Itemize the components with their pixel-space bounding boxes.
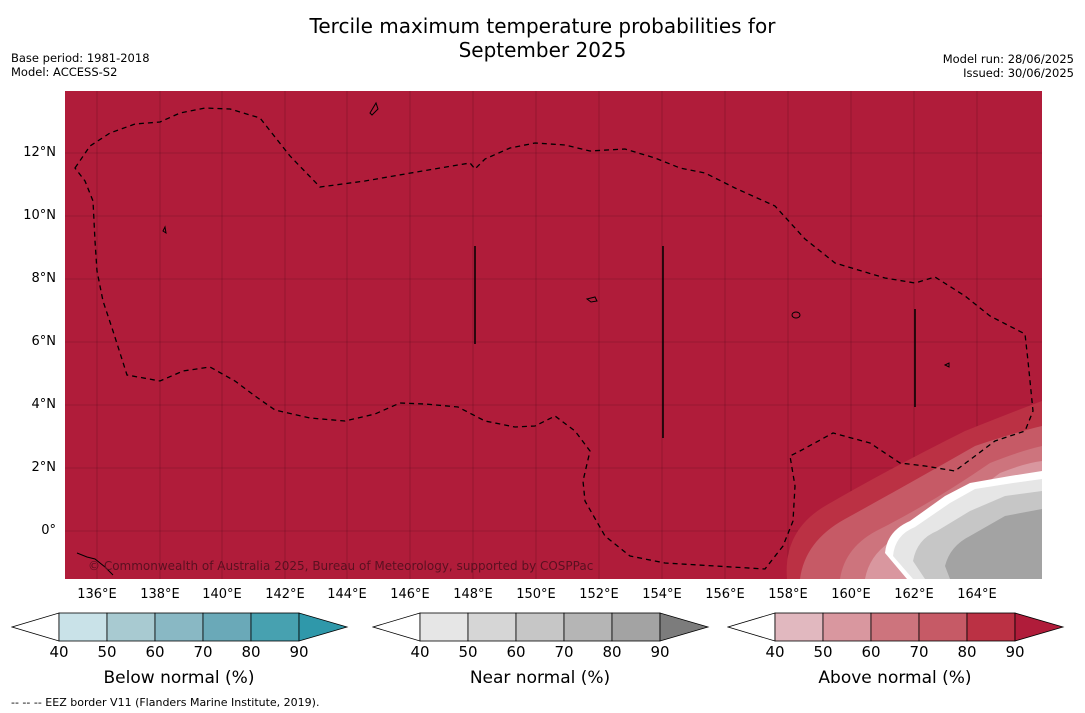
cb2-tick-60: 60 — [506, 643, 526, 661]
colorbar-segment — [154, 612, 204, 642]
map-svg — [65, 91, 1042, 579]
issued-date: Issued: 30/06/2025 — [963, 66, 1074, 80]
cb2-tick-90: 90 — [650, 643, 670, 661]
lon-label-154e: 154°E — [642, 587, 682, 602]
lat-label-10n: 10°N — [23, 208, 56, 223]
lon-label-164e: 164°E — [957, 587, 997, 602]
colorbar-segment — [1014, 612, 1065, 642]
cb2-tick-80: 80 — [602, 643, 622, 661]
cb1-tick-90: 90 — [289, 643, 309, 661]
model-run: Model run: 28/06/2025 — [942, 52, 1074, 66]
lon-label-160e: 160°E — [831, 587, 871, 602]
lon-label-156e: 156°E — [705, 587, 745, 602]
colorbar-segment — [202, 612, 252, 642]
cb3-tick-70: 70 — [909, 643, 929, 661]
lat-label-4n: 4°N — [31, 397, 57, 412]
lon-label-138e: 138°E — [140, 587, 180, 602]
lat-label-8n: 8°N — [31, 271, 57, 286]
lon-label-142e: 142°E — [265, 587, 305, 602]
chart-title: Tercile maximum temperature probabilitie… — [0, 14, 1085, 62]
colorbar-above-normal-svg — [727, 612, 1065, 642]
cb3-tick-90: 90 — [1005, 643, 1025, 661]
cb3-tick-80: 80 — [957, 643, 977, 661]
cb3-tick-50: 50 — [813, 643, 833, 661]
cb1-tick-50: 50 — [97, 643, 117, 661]
lon-label-144e: 144°E — [327, 587, 367, 602]
colorbar-near-normal — [372, 612, 710, 642]
cb1-title: Below normal (%) — [103, 668, 255, 688]
colorbar-above-normal — [727, 612, 1065, 642]
colorbar-segment — [966, 612, 1016, 642]
colorbar-segment — [419, 612, 469, 642]
title-line-1: Tercile maximum temperature probabilitie… — [309, 14, 776, 38]
shaded-region — [786, 401, 1042, 579]
cb3-tick-40: 40 — [765, 643, 785, 661]
colorbar-segment — [563, 612, 613, 642]
title-line-2: September 2025 — [458, 38, 627, 62]
colorbar-segment — [918, 612, 968, 642]
lat-label-6n: 6°N — [31, 334, 57, 349]
eez-footer-note: -- -- -- EEZ border V11 (Flanders Marine… — [11, 696, 320, 709]
meta-left: Base period: 1981-2018 Model: ACCESS-S2 — [11, 51, 150, 79]
islands — [76, 101, 950, 576]
cb2-tick-70: 70 — [554, 643, 574, 661]
eez-border — [74, 107, 1034, 570]
colorbar-segment — [727, 612, 776, 642]
colorbar-segment — [822, 612, 872, 642]
model-name: Model: ACCESS-S2 — [11, 65, 118, 79]
colorbar-segment — [659, 612, 710, 642]
lon-label-150e: 150°E — [516, 587, 556, 602]
cb1-tick-70: 70 — [193, 643, 213, 661]
cb2-title: Near normal (%) — [469, 668, 611, 688]
colorbar-segment — [58, 612, 108, 642]
colorbar-near-normal-svg — [372, 612, 710, 642]
colorbar-segment — [611, 612, 661, 642]
lon-label-162e: 162°E — [894, 587, 934, 602]
lon-label-146e: 146°E — [390, 587, 430, 602]
lon-label-148e: 148°E — [453, 587, 493, 602]
graticule — [65, 91, 1042, 579]
cb1-tick-60: 60 — [145, 643, 165, 661]
lat-label-12n: 12°N — [23, 145, 56, 160]
colorbar-segment — [250, 612, 300, 642]
base-period: Base period: 1981-2018 — [11, 51, 150, 65]
lon-label-158e: 158°E — [768, 587, 808, 602]
colorbar-below-normal-svg — [11, 612, 349, 642]
colorbar-segment — [298, 612, 349, 642]
lat-label-2n: 2°N — [31, 460, 57, 475]
colorbar-segment — [515, 612, 565, 642]
colorbar-segment — [106, 612, 156, 642]
probability-map — [65, 91, 1042, 579]
colorbar-segment — [11, 612, 60, 642]
colorbar-segment — [774, 612, 824, 642]
colorbar-segment — [467, 612, 517, 642]
cb2-tick-50: 50 — [458, 643, 478, 661]
lat-label-0: 0° — [41, 523, 56, 538]
lon-label-152e: 152°E — [579, 587, 619, 602]
meta-right: Model run: 28/06/2025 Issued: 30/06/2025 — [943, 52, 1074, 80]
cb2-tick-40: 40 — [410, 643, 430, 661]
cb3-title: Above normal (%) — [818, 668, 972, 688]
colorbar-below-normal — [11, 612, 349, 642]
cb1-tick-40: 40 — [49, 643, 69, 661]
copyright-text: © Commonwealth of Australia 2025, Bureau… — [88, 559, 594, 573]
island-lines — [474, 246, 916, 438]
cb3-tick-60: 60 — [861, 643, 881, 661]
lon-label-140e: 140°E — [202, 587, 242, 602]
cb1-tick-80: 80 — [241, 643, 261, 661]
colorbar-segment — [870, 612, 920, 642]
colorbar-segment — [372, 612, 421, 642]
lon-label-136e: 136°E — [77, 587, 117, 602]
